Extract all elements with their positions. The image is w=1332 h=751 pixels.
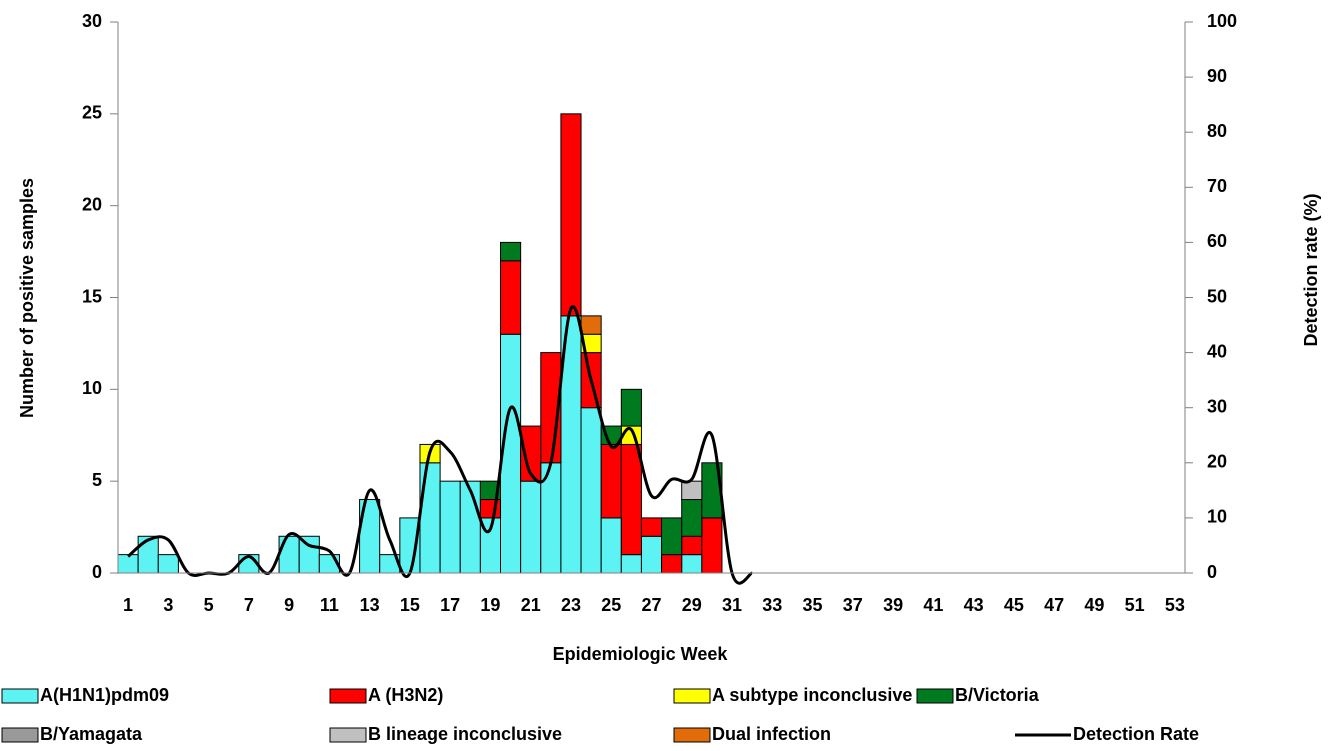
- legend-swatch: [1, 688, 39, 704]
- legend-label: Dual infection: [712, 724, 831, 744]
- legend-label: A (H3N2): [368, 685, 443, 705]
- bar-segment: [701, 517, 723, 574]
- y2-tick-label: 100: [1207, 11, 1237, 31]
- bar-segment: [580, 315, 602, 335]
- bar-segment: [681, 480, 703, 501]
- bar-segment: [157, 554, 179, 574]
- x-tick-label: 7: [244, 595, 254, 615]
- x-tick-label: 51: [1125, 595, 1145, 615]
- x-tick-label: 1: [123, 595, 133, 615]
- x-tick-label: 11: [320, 595, 339, 615]
- bar-segment: [600, 517, 622, 574]
- bar-segment: [500, 241, 522, 262]
- x-tick-label: 31: [722, 595, 742, 615]
- x-axis-title: Epidemiologic Week: [553, 644, 729, 664]
- y-tick-label: 0: [92, 562, 102, 582]
- y-axis-title: Number of positive samples: [17, 178, 37, 418]
- x-tick-label: 15: [400, 595, 420, 615]
- legend-swatch: [1, 727, 39, 743]
- y2-tick-label: 10: [1207, 507, 1227, 527]
- y-tick-label: 20: [82, 194, 102, 214]
- y2-tick-label: 40: [1207, 341, 1227, 361]
- bar-segment: [640, 517, 663, 537]
- x-tick-label: 19: [480, 595, 500, 615]
- bar-segment: [560, 113, 582, 317]
- bar-segment: [620, 443, 642, 556]
- bar-segment: [439, 480, 461, 574]
- y-tick-label: 5: [92, 470, 102, 490]
- x-tick-label: 39: [883, 595, 903, 615]
- x-tick-label: 49: [1084, 595, 1104, 615]
- bar-segment: [117, 554, 139, 574]
- x-tick-label: 37: [843, 595, 863, 615]
- y2-tick-label: 60: [1207, 231, 1227, 251]
- bar-segment: [681, 499, 703, 537]
- x-tick-label: 47: [1044, 595, 1064, 615]
- bar-segment: [600, 443, 622, 519]
- bar-segment: [681, 535, 703, 556]
- y2-tick-label: 50: [1207, 286, 1227, 306]
- legend-label: Detection Rate: [1073, 724, 1199, 744]
- legend-swatch: [673, 688, 711, 704]
- legend-label: A subtype inconclusive: [712, 685, 912, 705]
- bar-segment: [278, 535, 300, 574]
- x-tick-label: 33: [762, 595, 782, 615]
- x-tick-label: 25: [601, 595, 621, 615]
- bar-segment: [419, 462, 441, 574]
- legend-swatch: [329, 727, 367, 743]
- y-tick-label: 15: [82, 286, 102, 306]
- x-tick-label: 5: [204, 595, 214, 615]
- x-tick-label: 17: [440, 595, 460, 615]
- x-tick-label: 9: [284, 595, 294, 615]
- x-tick-label: 35: [803, 595, 823, 615]
- detection-rate-line: [127, 305, 753, 585]
- y2-tick-label: 70: [1207, 176, 1227, 196]
- legend-label: B/Victoria: [955, 685, 1040, 705]
- x-tick-label: 21: [521, 595, 541, 615]
- x-tick-label: 27: [641, 595, 661, 615]
- y-tick-label: 25: [82, 103, 102, 123]
- bar-segment: [620, 388, 642, 427]
- bar-segment: [580, 407, 602, 574]
- bar-segment: [640, 535, 663, 574]
- y-tick-label: 10: [82, 378, 102, 398]
- bar-segment: [620, 554, 642, 574]
- bar-segment: [137, 535, 159, 574]
- bar-segment: [661, 517, 683, 556]
- x-tick-label: 23: [561, 595, 581, 615]
- x-tick-label: 3: [163, 595, 173, 615]
- x-tick-label: 29: [682, 595, 702, 615]
- x-tick-label: 53: [1165, 595, 1185, 615]
- y-tick-label: 30: [82, 11, 102, 31]
- bar-segment: [459, 480, 481, 574]
- y2-tick-label: 20: [1207, 452, 1227, 472]
- y2-axis-title: Detection rate (%): [1301, 193, 1321, 346]
- x-tick-label: 43: [964, 595, 984, 615]
- y2-tick-label: 90: [1207, 66, 1227, 86]
- x-tick-label: 13: [360, 595, 380, 615]
- legend-label: A(H1N1)pdm09: [40, 685, 169, 705]
- legend-swatch: [329, 688, 367, 704]
- bar-segment: [681, 554, 703, 574]
- legend-label: B lineage inconclusive: [368, 724, 562, 744]
- legend-swatch: [916, 688, 954, 704]
- x-tick-label: 45: [1004, 595, 1024, 615]
- bar-segment: [500, 260, 522, 335]
- y2-tick-label: 0: [1207, 562, 1217, 582]
- legend-label: B/Yamagata: [40, 724, 143, 744]
- bar-segment: [661, 554, 683, 574]
- y2-tick-label: 30: [1207, 396, 1227, 416]
- x-tick-label: 41: [923, 595, 943, 615]
- bar-segment: [479, 499, 502, 519]
- y2-tick-label: 80: [1207, 121, 1227, 141]
- legend-swatch: [673, 727, 711, 743]
- bar-segment: [520, 480, 542, 574]
